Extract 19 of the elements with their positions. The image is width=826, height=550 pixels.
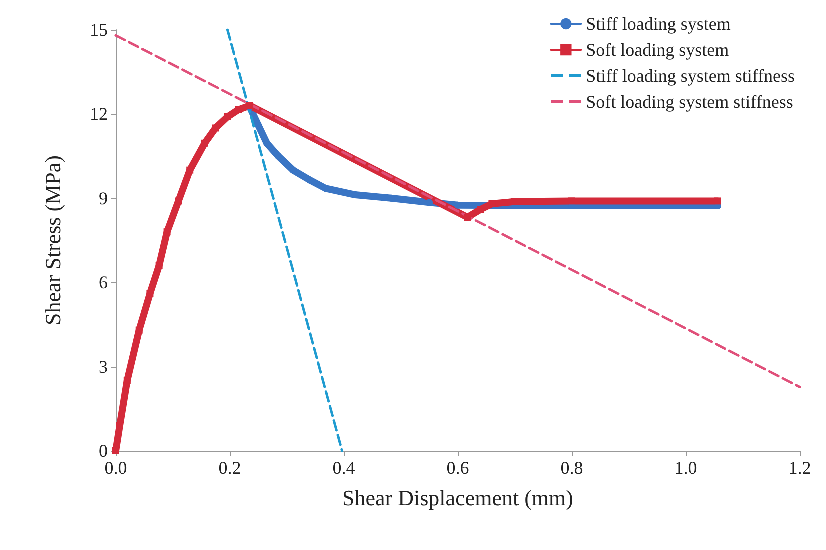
x-tick-label: 1.2 <box>788 458 812 478</box>
x-tick-label: 1.0 <box>674 458 698 478</box>
x-tick-label: 0.0 <box>104 458 128 478</box>
y-tick-label: 3 <box>99 356 108 377</box>
y-tick-label: 12 <box>90 104 108 124</box>
y-tick-label: 15 <box>90 20 108 40</box>
x-axis-title: Shear Displacement (mm) <box>342 486 574 510</box>
y-tick-label: 0 <box>99 441 108 461</box>
legend-label: Stiff loading system stiffness <box>586 66 796 86</box>
legend-label: Stiff loading system <box>586 14 731 34</box>
legend-label: Soft loading system <box>586 40 730 60</box>
x-tick-label: 0.4 <box>332 458 356 478</box>
y-tick-label: 9 <box>99 188 108 208</box>
legend-label: Soft loading system stiffness <box>586 92 794 112</box>
y-axis-title: Shear Stress (MPa) <box>40 156 66 326</box>
x-tick-label: 0.6 <box>446 458 470 478</box>
y-tick-label: 6 <box>99 272 108 293</box>
x-tick-label: 0.8 <box>560 458 584 478</box>
x-tick-label: 0.2 <box>218 458 242 478</box>
